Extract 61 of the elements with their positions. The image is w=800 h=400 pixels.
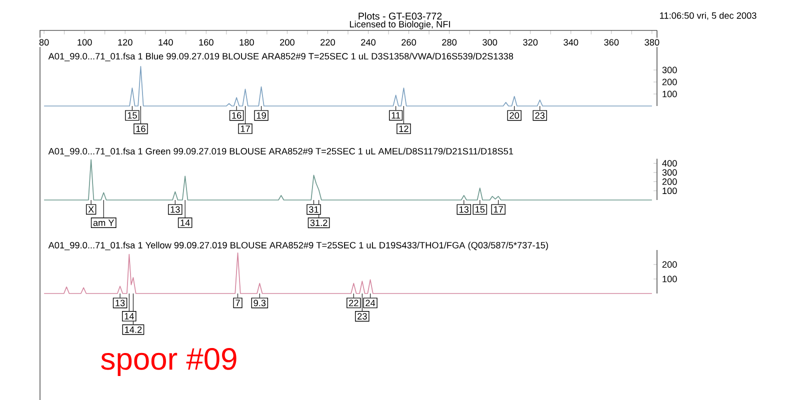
annotation: 14.2 — [125, 326, 142, 333]
annotation: 22 — [349, 300, 358, 306]
x-tick-label: 360 — [604, 39, 619, 46]
annotation: 31 — [309, 206, 318, 213]
text: 11:06:50 vri, 5 dec 2003 — [660, 12, 756, 20]
x-tick-label: 160 — [199, 39, 214, 46]
x-tick-label: 320 — [523, 39, 538, 46]
text: spoor #09 — [101, 348, 236, 376]
annotation: 23 — [358, 313, 367, 320]
annotation: 13 — [170, 206, 180, 213]
chart-title: Plots - GT-E03-772 — [358, 12, 442, 20]
text: A01_99.0...71_01.fsa 1 Blue 99.09.27.019 BLOUSE ARA852#9 T=25SEC 1 uL D3S1358/VWA/D16S539/D2S1338 — [48, 52, 514, 62]
annotation: 11 — [392, 112, 400, 119]
annotation: 31.2 — [310, 220, 328, 226]
y-tick-label: 300 — [662, 169, 677, 176]
line-series — [44, 159, 652, 200]
chart-subtitle: A01_99.0...71_01.fsa 1 Yellow 99.09.27.019 BLOUSE ARA852#9 T=25SEC 1 uL D19S433/THO1/FGA (Q03/587/5*737-15) — [48, 242, 548, 250]
annotation: 19 — [256, 112, 266, 119]
chart-subtitle: A01_99.0...71_01.fsa 1 Green 99.09.27.019 BLOUSE ARA852#9 T=25SEC 1 uL AMEL/D8S1179/D21S11/D18S51 — [48, 148, 514, 156]
x-tick-label: 200 — [280, 39, 294, 46]
annotation: 20 — [510, 112, 520, 119]
y-tick-label: 400 — [662, 160, 677, 167]
y-tick-label: 200 — [662, 261, 677, 268]
annotation: 12 — [399, 126, 408, 132]
y-tick-label: 200 — [662, 178, 677, 185]
annotation: 17 — [494, 206, 503, 213]
line-series — [44, 252, 652, 294]
x-tick-label: 180 — [240, 39, 254, 46]
annotation: 16 — [232, 112, 242, 119]
x-tick-label: 100 — [78, 39, 92, 46]
x-tick-label: 380 — [644, 39, 660, 46]
x-tick-label: 240 — [361, 39, 376, 46]
annotation: 13 — [116, 300, 125, 306]
y-tick-label: 200 — [662, 78, 677, 86]
annotation: 15 — [476, 206, 485, 213]
x-tick-label: 80 — [39, 39, 49, 46]
annotation: 7 — [236, 300, 240, 306]
annotation: am Y — [93, 220, 114, 226]
x-tick-label: 140 — [158, 39, 173, 46]
annotation: 14 — [180, 220, 190, 226]
annotation: 9.3 — [254, 300, 266, 306]
x-tick-label: 260 — [402, 39, 416, 46]
y-tick-label: 100 — [662, 276, 677, 282]
annotation: 17 — [240, 126, 250, 132]
annotation: 14 — [124, 313, 134, 320]
line-series — [44, 66, 652, 106]
annotation: 16 — [136, 126, 146, 132]
annotation: 24 — [366, 300, 376, 306]
text: Licensed to Biologie, NFI — [350, 20, 450, 30]
x-tick-label: 220 — [320, 39, 335, 46]
x-tick-label: 280 — [442, 39, 457, 46]
x-tick-label: 300 — [482, 39, 498, 46]
annotation: X — [88, 206, 94, 213]
y-tick-label: 100 — [662, 188, 677, 194]
annotation: 23 — [535, 112, 545, 119]
annotation: 15 — [128, 112, 137, 119]
x-tick-label: 120 — [118, 39, 132, 46]
y-tick-label: 300 — [662, 66, 677, 74]
y-tick-label: 100 — [662, 90, 677, 98]
annotation: 13 — [460, 206, 469, 213]
x-tick-label: 340 — [564, 39, 578, 46]
